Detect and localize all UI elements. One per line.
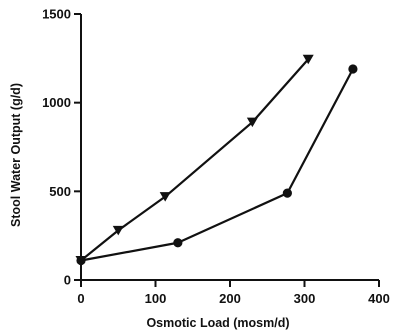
series-group [75,54,358,266]
y-tick-label: 500 [49,184,71,199]
x-axis-ticks: 0 100 200 300 400 [77,280,390,306]
x-axis-title: Osmotic Load (mosm/d) [146,316,289,330]
x-tick-label: 0 [77,291,84,306]
y-tick-label: 1500 [42,7,71,22]
data-point-triangle [246,117,258,128]
y-axis-ticks: 0 500 1000 1500 [42,7,81,288]
x-tick-label: 300 [294,291,316,306]
data-point-circle [348,64,358,74]
y-tick-label: 1000 [42,95,71,110]
x-tick-label: 200 [219,291,241,306]
data-point-circle [76,255,86,266]
series-line [80,68,354,262]
data-point-circle [173,238,183,248]
y-axis-title: Stool Water Output (g/d) [9,83,23,227]
series-2 [76,64,358,266]
series-line [80,58,310,262]
data-point-triangle [302,54,314,65]
data-point-circle [282,188,292,198]
data-point-triangle [112,225,124,236]
series-1 [75,54,314,266]
data-point-triangle [159,192,171,202]
y-tick-label: 0 [64,273,71,288]
x-tick-label: 100 [145,291,167,306]
plot-area: 0 100 200 300 400 0 500 1000 1500 [42,7,390,307]
x-tick-label: 400 [368,291,390,306]
